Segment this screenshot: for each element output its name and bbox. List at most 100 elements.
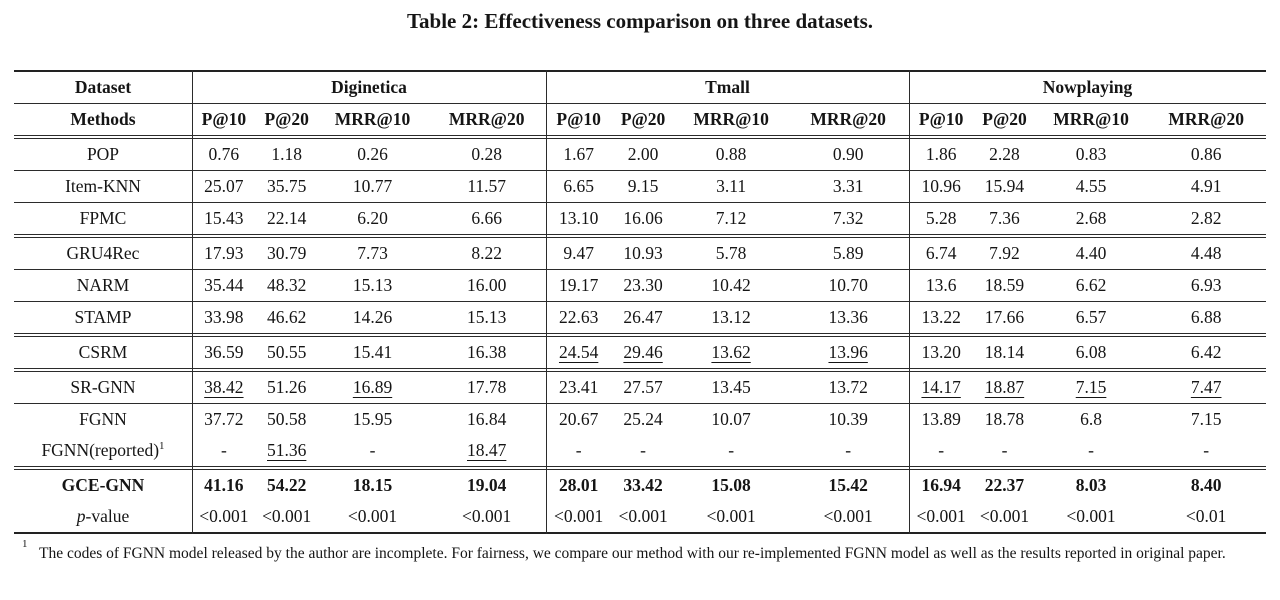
- value-cell: 2.28: [989, 144, 1020, 164]
- value-cell: 10.39: [828, 409, 868, 429]
- row-separator: [14, 403, 1266, 404]
- value-cell: 6.93: [1190, 275, 1222, 295]
- value-cell: 10.42: [711, 275, 751, 295]
- dataset-block: ----: [909, 435, 1266, 466]
- metric-label: MRR@20: [1168, 109, 1244, 129]
- value-cell: 4.48: [1190, 243, 1222, 263]
- dataset-block: 35.44 48.32 15.13 16.00: [192, 270, 546, 301]
- value-cell: 7.36: [989, 208, 1020, 228]
- value-cell: 7.92: [989, 243, 1020, 263]
- table-row: GCE-GNN 41.16 54.22 18.15 19.04 28.01 33.42 15.…: [14, 470, 1266, 501]
- value-cell: 1.67: [563, 144, 594, 164]
- value-cell: 19.04: [466, 475, 507, 495]
- dataset-block: 13.20 18.14 6.08 6.42: [909, 337, 1266, 368]
- group-separator: [14, 234, 1266, 238]
- value-cell: <0.001: [199, 506, 249, 526]
- dataset-block: 24.54 29.46 13.62 13.96: [546, 337, 909, 368]
- dataset-corner-label: Dataset: [74, 77, 132, 97]
- value-cell: 6.42: [1190, 342, 1222, 362]
- value-cell: 15.43: [204, 208, 244, 228]
- value-cell: 7.32: [832, 208, 864, 228]
- value-cell: 15.94: [984, 176, 1025, 196]
- value-cell: 18.78: [984, 409, 1025, 429]
- value-cell: 25.24: [623, 409, 663, 429]
- dataset-block: <0.001 <0.001 <0.001 <0.001: [192, 501, 546, 532]
- dataset-block: 13.10 16.06 7.12 7.32: [546, 203, 909, 234]
- value-cell: 28.01: [558, 475, 599, 495]
- header-separator: [14, 103, 1266, 104]
- value-cell: 18.14: [984, 342, 1025, 362]
- value-cell: 9.15: [627, 176, 659, 196]
- value-cell: 46.62: [267, 307, 307, 327]
- value-cell: 13.10: [558, 208, 599, 228]
- value-cell: 3.11: [716, 176, 747, 196]
- value-cell: 1.18: [271, 144, 302, 164]
- value-cell: <0.001: [347, 506, 398, 526]
- value-cell: 27.57: [623, 377, 663, 397]
- table-row: GRU4Rec 17.93 30.79 7.73 8.22 9.47 10.93 5.78 5.…: [14, 238, 1266, 269]
- value-cell: 24.54: [558, 342, 599, 362]
- column-separator: [192, 70, 193, 534]
- value-cell: 2.68: [1075, 208, 1107, 228]
- value-cell: 22.37: [984, 475, 1025, 495]
- value-cell: <0.001: [979, 506, 1030, 526]
- value-cell: 13.96: [828, 342, 868, 362]
- value-cell: 50.58: [267, 409, 307, 429]
- value-cell: <0.001: [823, 506, 873, 526]
- value-cell: 5.28: [925, 208, 957, 228]
- dataset-block: 15.43 22.14 6.20 6.66: [192, 203, 546, 234]
- dataset-block: 14.17 18.87 7.15 7.47: [909, 372, 1266, 403]
- value-cell: 10.93: [623, 243, 663, 263]
- metrics-header-diginetica: P@10 P@20 MRR@10 MRR@20: [192, 104, 546, 135]
- value-cell: 13.36: [828, 307, 868, 327]
- table-footnote: 1 The codes of FGNN model released by the…: [22, 538, 1226, 563]
- value-cell: 6.65: [563, 176, 594, 196]
- value-cell: 6.08: [1075, 342, 1107, 362]
- value-cell: -: [1203, 440, 1210, 460]
- column-separator: [909, 70, 910, 534]
- table-row: Item-KNN 25.07 35.75 10.77 11.57 6.65 9.15 3.11…: [14, 171, 1266, 202]
- value-cell: 9.47: [563, 243, 594, 263]
- row-separator: [14, 202, 1266, 203]
- value-cell: 0.88: [715, 144, 747, 164]
- dataset-block: 9.47 10.93 5.78 5.89: [546, 238, 909, 269]
- table-row: p-value <0.001 <0.001 <0.001 <0.001 <0.001 <0.…: [14, 501, 1266, 532]
- dataset-block: 19.17 23.30 10.42 10.70: [546, 270, 909, 301]
- metric-label: MRR@20: [810, 109, 886, 129]
- method-cell: FPMC: [79, 208, 127, 228]
- column-separator: [546, 70, 547, 534]
- value-cell: 4.55: [1075, 176, 1107, 196]
- value-cell: 33.98: [204, 307, 244, 327]
- value-cell: 16.06: [623, 208, 663, 228]
- results-table: Dataset Diginetica Tmall Nowplaying Meth…: [14, 70, 1266, 534]
- table-row: FGNN(reported)1 - 51.36 - 18.47 - - - - - - - -: [14, 435, 1266, 466]
- value-cell: 15.13: [466, 307, 507, 327]
- value-cell: 26.47: [623, 307, 663, 327]
- value-cell: 30.79: [267, 243, 307, 263]
- dataset-block: 20.67 25.24 10.07 10.39: [546, 404, 909, 435]
- value-cell: 23.41: [558, 377, 599, 397]
- dataset-block: 33.98 46.62 14.26 15.13: [192, 302, 546, 333]
- value-cell: 17.93: [204, 243, 244, 263]
- value-cell: 0.26: [357, 144, 388, 164]
- metric-label: P@10: [556, 109, 601, 129]
- method-cell: STAMP: [74, 307, 132, 327]
- table-row: SR-GNN 38.42 51.26 16.89 17.78 23.41 27.57 13.4…: [14, 372, 1266, 403]
- value-cell: <0.001: [554, 506, 604, 526]
- method-cell: FGNN: [79, 409, 127, 429]
- dataset-block: ----: [546, 435, 909, 466]
- value-cell: 15.95: [352, 409, 393, 429]
- value-cell: 29.46: [623, 342, 663, 362]
- value-cell: 38.42: [204, 377, 244, 397]
- value-cell: -: [220, 440, 227, 460]
- dataset-block: - 51.36 - 18.47: [192, 435, 546, 466]
- value-cell: 6.20: [357, 208, 388, 228]
- table-row: NARM 35.44 48.32 15.13 16.00 19.17 23.30 10.42 1…: [14, 270, 1266, 301]
- value-cell: 41.16: [204, 475, 244, 495]
- metrics-header-tmall: P@10 P@20 MRR@10 MRR@20: [546, 104, 909, 135]
- value-cell: 13.6: [925, 275, 957, 295]
- methods-corner-label: Methods: [70, 109, 136, 129]
- dataset-block: <0.001 <0.001 <0.001 <0.001: [546, 501, 909, 532]
- dataset-name-nowplaying: Nowplaying: [1042, 77, 1133, 97]
- method-cell: GCE-GNN: [61, 475, 145, 495]
